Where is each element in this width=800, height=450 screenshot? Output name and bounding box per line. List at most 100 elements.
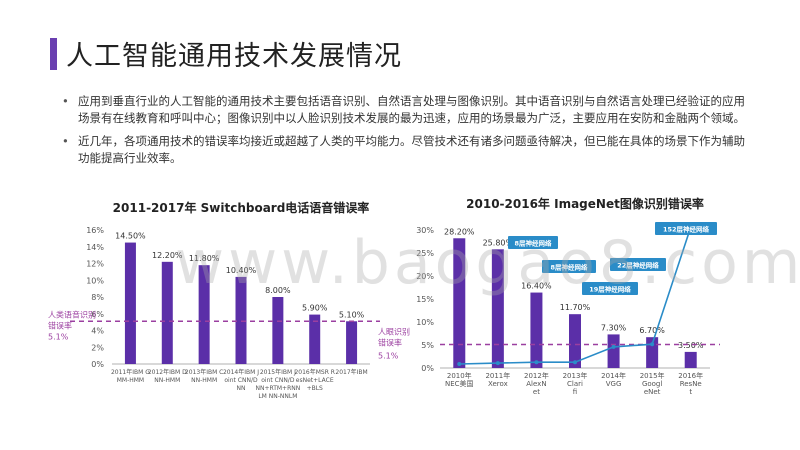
chart1-reference-label: 错误率 [48,320,72,330]
chart2-layer-point [534,360,539,365]
chart2-category-label: 2015年 [640,371,665,380]
chart1-category-label: 2015年IBM J [260,368,296,376]
chart1-ytick-label: 6% [91,310,104,319]
chart2-data-label: 28.20% [444,227,475,236]
chart2-bar [530,292,543,368]
chart1-data-label: 10.40% [226,266,257,275]
chart2-data-label: 3.50% [678,341,704,350]
chart1-title: 2011-2017年 Switchboard电话语音错误率 [113,200,370,215]
chart2-category-label: fi [573,388,577,396]
chart1-category-label: 2017年IBM [335,368,367,376]
chart1-category-label: 2014年IBM J [223,368,259,376]
chart2-ytick-label: 15% [416,295,434,304]
chart1-ytick-label: 0% [91,360,104,369]
chart1-category-label: NN-HMM [191,377,217,384]
chart2-data-label: 6.70% [639,326,665,335]
chart2-layer-callout-label: 152层神经网络 [663,225,710,234]
chart1-ytick-label: 12% [86,260,104,269]
chart2-category-label: Xerox [488,380,508,388]
chart1-category-label: +BLS [307,385,323,392]
chart2-bar [491,249,504,368]
chart1-data-label: 11.80% [189,254,220,263]
chart2-layer-point [495,361,500,366]
chart2-layer-point [573,360,577,365]
chart1-data-label: 5.10% [339,310,365,319]
chart1-category-label: NN [237,385,246,392]
chart1-category-label: 2011年IBM G [111,368,150,376]
chart2-layer-callout-label: 19层神经网络 [589,285,631,294]
chart1-ytick-label: 14% [86,243,104,252]
chart1-bar [235,276,247,364]
bullet-item-1: 应用到垂直行业的人工智能的通用技术主要包括语音识别、自然语言处理与图像识别。其中… [62,93,752,127]
title-accent-bar [50,38,57,70]
chart2-layer-point [611,344,616,349]
chart1-category-label: esNet+LACE [296,377,334,384]
chart2-reference-label: 人眼识别 [378,328,410,337]
chart2-data-label: 16.40% [521,282,552,291]
chart2-layer-callout-label: 8层神经网络 [514,239,552,248]
chart2-title: 2010-2016年 ImageNet图像识别错误率 [466,196,704,211]
chart1-category-label: oint CNN/D [261,377,295,384]
chart1-data-label: 5.90% [302,304,328,313]
chart2-ytick-label: 30% [416,226,434,235]
chart1-data-label: 12.20% [152,251,183,260]
bullet-list: 应用到垂直行业的人工智能的通用技术主要包括语音识别、自然语言处理与图像识别。其中… [62,93,752,173]
chart2-layer-callout-box [542,260,596,273]
chart1-category-label: NN-HMM [154,377,180,384]
chart2-layer-callout-box [610,258,666,271]
chart1-ytick-label: 8% [91,293,104,302]
chart1-bar [198,265,210,364]
chart1-ytick-label: 16% [86,226,104,235]
chart2-category-label: AlexN [526,380,546,388]
chart2-ytick-label: 10% [416,318,434,327]
chart2-reference-label: 错误率 [378,338,402,348]
chart2-ytick-label: 0% [421,364,434,373]
chart2-category-label: 2014年 [601,371,626,380]
chart2-category-label: Clari [567,380,583,388]
chart1-category-label: oint CNN/D [224,377,258,384]
chart2-bar [607,334,620,368]
chart2-layer-callout-box [508,236,558,249]
chart2-bar [453,238,466,368]
chart2-category-label: NEC美国 [445,379,474,388]
chart1-ytick-label: 10% [86,276,104,285]
chart2-category-label: 2012年 [524,371,549,380]
chart2-category-label: et [533,388,540,396]
chart2-bar [569,314,581,368]
chart1-category-label: MM-HMM [117,377,144,384]
bullet-item-2: 近几年，各项通用技术的错误率均接近或超越了人类的平均能力。尽管技术还有诸多问题亟… [62,133,752,167]
chart2-layer-point [650,342,655,347]
chart1-reference-value: 5.1% [48,332,69,341]
chart1-category-label: 2016年MSR R [294,368,335,376]
chart1-bar [346,321,358,364]
chart1-bar [161,261,173,364]
chart2-category-label: 2016年 [678,371,703,380]
chart2-data-label: 11.70% [560,303,591,312]
chart2-layer-callout-box [582,282,638,295]
chart1-ytick-label: 2% [91,343,104,352]
chart1-bar [272,297,284,364]
chart1-reference-label: 人类语音识别 [48,309,96,319]
chart2-category-label: VGG [606,380,622,388]
chart1-ytick-label: 4% [91,327,104,336]
chart2-layer-callout-label: 8层神经网络 [550,263,588,272]
chart2-category-label: eNet [644,388,661,396]
chart2-reference-value: 5.1% [378,352,399,361]
chart1-bar [124,242,136,364]
chart2-ytick-label: 5% [421,341,434,350]
chart1-category-label: LM NN-NNLM [258,393,297,400]
chart1-data-label: 14.50% [115,232,146,241]
chart2-layer-callout-label: 22层神经网络 [617,261,659,270]
chart1-bar [309,314,321,364]
chart1-category-label: 2013年IBM C [185,368,223,376]
chart1-data-label: 8.00% [265,286,291,295]
chart2-category-label: t [689,388,692,396]
chart2-data-label: 7.30% [601,323,627,332]
chart2-category-label: 2011年 [485,371,510,380]
chart2-category-label: Googl [642,380,662,388]
chart2-layer-point [457,362,462,366]
chart2-category-label: ResNe [680,380,702,388]
chart2-data-label: 25.80% [483,238,514,247]
chart1-category-label: NN+RTM+RNN [255,385,300,392]
